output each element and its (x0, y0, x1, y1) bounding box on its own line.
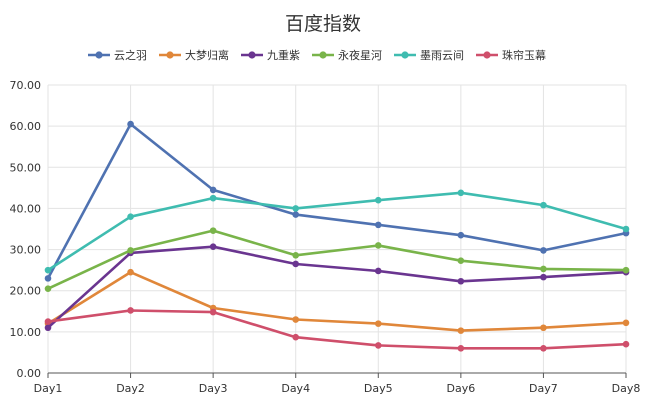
data-point (374, 267, 382, 275)
data-point (622, 340, 630, 348)
legend-label: 云之羽 (114, 48, 147, 62)
legend-point-marker (319, 51, 327, 59)
data-point (622, 319, 630, 327)
data-point (44, 318, 52, 325)
legend-item[interactable]: 大梦归离 (159, 48, 229, 62)
data-point (127, 120, 134, 128)
data-point (44, 275, 52, 282)
series-line (46, 245, 628, 330)
data-point (540, 247, 547, 254)
legend-label: 九重紫 (267, 48, 300, 62)
data-point (457, 277, 465, 285)
x-tick-label: Day7 (529, 382, 558, 395)
y-tick-label: 0.00 (17, 367, 42, 380)
series-lines (44, 120, 630, 352)
data-point (209, 186, 217, 194)
legend-item[interactable]: 珠帘玉幕 (476, 48, 546, 62)
axes: 0.00 10.00 20.00 30.00 40.00 50.00 60.00 70.00 D… (10, 79, 641, 395)
series-line (46, 191, 628, 272)
data-point (457, 231, 465, 239)
y-tick-label: 10.00 (10, 326, 42, 339)
data-point (209, 194, 217, 202)
data-point (127, 247, 134, 254)
series-group (44, 307, 630, 352)
data-point (622, 266, 630, 274)
data-point (209, 243, 217, 250)
data-point (127, 213, 134, 220)
series-group (44, 189, 630, 274)
data-point (374, 342, 382, 349)
x-tick-label: Day6 (446, 382, 475, 395)
legend-point-marker (401, 51, 409, 59)
data-point (540, 324, 547, 332)
series-line (46, 309, 628, 350)
data-point (622, 225, 630, 233)
chart-title: 百度指数 (285, 13, 361, 35)
data-point (457, 345, 465, 352)
data-point (540, 265, 547, 273)
data-point (292, 211, 300, 218)
data-point (292, 260, 300, 268)
y-tick-label: 30.00 (10, 244, 42, 257)
data-point (292, 252, 300, 259)
x-tick-label: Day2 (116, 382, 145, 395)
legend[interactable]: 云之羽 大梦归离 九重紫 永夜星河 墨雨云间 珠帘玉幕 (88, 48, 546, 62)
data-point (457, 257, 465, 264)
data-point (540, 201, 547, 209)
legend-label: 珠帘玉幕 (502, 48, 546, 62)
data-point (374, 320, 382, 327)
x-tick-label: Day4 (281, 382, 310, 395)
data-point (209, 308, 217, 316)
data-point (44, 266, 52, 274)
data-point (374, 242, 382, 249)
x-tick-label: Day3 (199, 382, 228, 395)
x-tick-label: Day1 (34, 382, 63, 395)
y-tick-label: 20.00 (10, 285, 42, 298)
data-point (457, 327, 465, 334)
data-point (540, 345, 547, 352)
legend-item[interactable]: 九重紫 (241, 48, 300, 62)
legend-item[interactable]: 墨雨云间 (394, 49, 464, 62)
data-point (292, 316, 300, 323)
data-point (540, 273, 547, 281)
x-tick-label: Day5 (364, 382, 393, 395)
y-tick-label: 60.00 (10, 120, 42, 133)
legend-item[interactable]: 永夜星河 (312, 48, 382, 62)
series-line (46, 229, 628, 291)
data-point (127, 307, 134, 314)
legend-point-marker (248, 51, 256, 59)
legend-item[interactable]: 云之羽 (88, 48, 147, 62)
legend-label: 墨雨云间 (420, 49, 464, 62)
series-group (44, 243, 630, 332)
series-line (46, 270, 628, 332)
y-tick-label: 40.00 (10, 202, 42, 215)
data-point (209, 227, 217, 234)
y-tick-label: 70.00 (10, 79, 42, 92)
legend-point-marker (166, 51, 174, 59)
x-tick-label: Day8 (612, 382, 641, 395)
y-tick-label: 50.00 (10, 161, 42, 174)
series-line (46, 122, 628, 280)
data-point (292, 205, 300, 212)
series-group (44, 227, 630, 292)
legend-label: 永夜星河 (338, 48, 382, 62)
data-point (374, 196, 382, 204)
data-point (44, 324, 52, 332)
data-point (127, 268, 134, 276)
legend-point-marker (483, 51, 491, 59)
data-point (44, 285, 52, 292)
data-point (292, 333, 300, 341)
data-point (374, 221, 382, 229)
legend-label: 大梦归离 (185, 48, 229, 62)
legend-point-marker (95, 51, 103, 59)
data-point (457, 189, 465, 197)
